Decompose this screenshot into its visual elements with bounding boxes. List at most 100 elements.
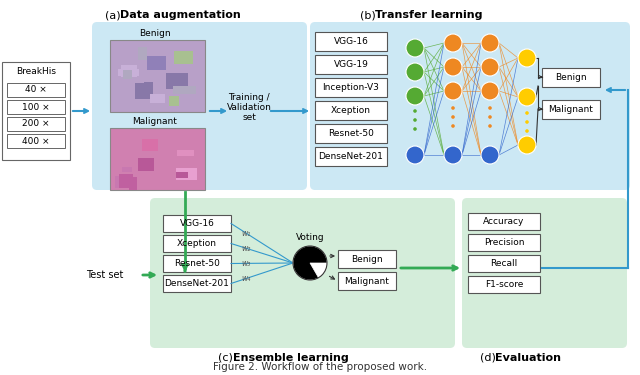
Circle shape: [481, 58, 499, 76]
FancyBboxPatch shape: [138, 158, 154, 171]
Circle shape: [406, 63, 424, 81]
FancyBboxPatch shape: [163, 255, 231, 272]
FancyBboxPatch shape: [7, 134, 65, 148]
Circle shape: [451, 124, 455, 128]
FancyBboxPatch shape: [174, 51, 193, 64]
Text: (b): (b): [360, 10, 380, 20]
Text: Ensemble learning: Ensemble learning: [233, 353, 349, 363]
FancyBboxPatch shape: [163, 215, 231, 232]
Circle shape: [413, 118, 417, 122]
Text: Resnet-50: Resnet-50: [174, 259, 220, 268]
FancyBboxPatch shape: [129, 177, 137, 190]
Text: set: set: [242, 112, 256, 122]
FancyBboxPatch shape: [315, 147, 387, 166]
FancyBboxPatch shape: [310, 22, 630, 190]
Circle shape: [488, 124, 492, 128]
Text: (d): (d): [480, 353, 499, 363]
FancyBboxPatch shape: [468, 234, 540, 251]
Text: Test set: Test set: [86, 270, 124, 280]
FancyBboxPatch shape: [315, 78, 387, 97]
FancyBboxPatch shape: [122, 167, 132, 172]
Wedge shape: [310, 263, 327, 278]
FancyBboxPatch shape: [338, 250, 396, 268]
Circle shape: [518, 49, 536, 67]
FancyBboxPatch shape: [468, 276, 540, 293]
Text: 200 ×: 200 ×: [22, 120, 50, 129]
Circle shape: [406, 39, 424, 57]
FancyBboxPatch shape: [462, 198, 627, 348]
FancyBboxPatch shape: [166, 73, 188, 89]
Text: DenseNet-201: DenseNet-201: [164, 279, 229, 288]
FancyBboxPatch shape: [2, 62, 70, 160]
Text: w₂: w₂: [241, 244, 250, 253]
FancyBboxPatch shape: [315, 101, 387, 120]
Text: Figure 2. Workflow of the proposed work.: Figure 2. Workflow of the proposed work.: [213, 362, 427, 372]
Circle shape: [481, 34, 499, 52]
Text: (c): (c): [218, 353, 236, 363]
Text: w₃: w₃: [241, 259, 250, 268]
Circle shape: [413, 127, 417, 131]
FancyBboxPatch shape: [138, 47, 147, 60]
FancyBboxPatch shape: [7, 117, 65, 131]
Text: Malignant: Malignant: [132, 117, 177, 126]
FancyBboxPatch shape: [468, 213, 540, 230]
Text: Precision: Precision: [484, 238, 524, 247]
FancyBboxPatch shape: [110, 40, 205, 112]
FancyBboxPatch shape: [7, 83, 65, 97]
Text: VGG-16: VGG-16: [180, 219, 214, 228]
FancyBboxPatch shape: [144, 82, 153, 99]
Text: (a): (a): [105, 10, 124, 20]
Circle shape: [481, 146, 499, 164]
Text: 100 ×: 100 ×: [22, 102, 50, 111]
FancyBboxPatch shape: [177, 150, 194, 156]
Circle shape: [525, 111, 529, 115]
FancyBboxPatch shape: [315, 32, 387, 51]
Circle shape: [444, 58, 462, 76]
Text: w₁: w₁: [241, 229, 250, 238]
Text: Training /: Training /: [228, 93, 270, 102]
FancyBboxPatch shape: [150, 198, 455, 348]
Text: Xception: Xception: [177, 239, 217, 248]
Text: Accuracy: Accuracy: [483, 217, 525, 226]
FancyBboxPatch shape: [542, 100, 600, 119]
FancyBboxPatch shape: [121, 65, 137, 77]
FancyBboxPatch shape: [315, 124, 387, 143]
Circle shape: [444, 34, 462, 52]
Wedge shape: [293, 246, 327, 280]
FancyBboxPatch shape: [118, 69, 139, 76]
FancyBboxPatch shape: [163, 235, 231, 252]
Text: 40 ×: 40 ×: [25, 86, 47, 94]
FancyBboxPatch shape: [176, 172, 188, 178]
Circle shape: [444, 146, 462, 164]
FancyBboxPatch shape: [315, 55, 387, 74]
Text: Xception: Xception: [331, 106, 371, 115]
Circle shape: [413, 109, 417, 113]
Text: Resnet-50: Resnet-50: [328, 129, 374, 138]
FancyBboxPatch shape: [147, 56, 166, 70]
FancyBboxPatch shape: [176, 168, 197, 180]
Text: BreakHis: BreakHis: [16, 68, 56, 76]
FancyBboxPatch shape: [135, 83, 153, 99]
FancyBboxPatch shape: [173, 86, 196, 94]
Text: w₄: w₄: [241, 274, 250, 283]
Text: Malignant: Malignant: [344, 276, 389, 285]
Text: Data augmentation: Data augmentation: [120, 10, 241, 20]
Text: Inception-V3: Inception-V3: [323, 83, 380, 92]
Text: Benign: Benign: [351, 255, 383, 264]
FancyBboxPatch shape: [110, 128, 205, 190]
Text: F1-score: F1-score: [485, 280, 523, 289]
Text: Malignant: Malignant: [548, 105, 593, 114]
Text: Benign: Benign: [555, 72, 587, 81]
FancyBboxPatch shape: [542, 68, 600, 87]
Circle shape: [451, 115, 455, 119]
FancyBboxPatch shape: [120, 174, 131, 184]
FancyBboxPatch shape: [163, 275, 231, 292]
Circle shape: [525, 129, 529, 133]
Text: Transfer learning: Transfer learning: [375, 10, 483, 20]
Circle shape: [488, 115, 492, 119]
Circle shape: [444, 82, 462, 100]
Text: VGG-16: VGG-16: [333, 37, 369, 46]
Circle shape: [525, 120, 529, 124]
FancyBboxPatch shape: [123, 70, 132, 79]
Text: VGG-19: VGG-19: [333, 60, 369, 69]
